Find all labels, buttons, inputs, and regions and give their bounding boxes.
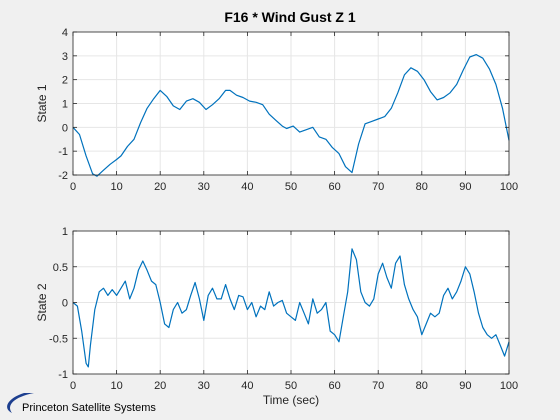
axes-bottom: 0 10 20 30 40 50 60 70 80 90 100 -1 -0.5 0 0.5 1 State 2… bbox=[35, 226, 518, 407]
x-tick-label: 30 bbox=[198, 380, 210, 392]
y-axis-label: State 1 bbox=[35, 84, 49, 122]
x-tick-label: 40 bbox=[241, 181, 253, 193]
chart-title: F16 * Wind Gust Z 1 bbox=[224, 9, 356, 25]
y-axis-label: State 2 bbox=[35, 283, 49, 321]
x-tick-label: 0 bbox=[70, 380, 76, 392]
y-tick-label: 2 bbox=[62, 75, 68, 87]
x-tick-label: 100 bbox=[500, 380, 518, 392]
x-tick-label: 80 bbox=[416, 181, 428, 193]
logo: Princeton Satellite Systems bbox=[7, 393, 156, 414]
y-tick-label: 3 bbox=[62, 51, 68, 63]
x-tick-label: 10 bbox=[110, 181, 122, 193]
logo-text: Princeton Satellite Systems bbox=[22, 402, 156, 414]
series-line-1 bbox=[72, 54, 510, 177]
y-tick-label: -0.5 bbox=[49, 333, 68, 345]
y-tick-label: -1 bbox=[58, 369, 68, 381]
x-tick-label: 70 bbox=[372, 380, 384, 392]
axes-top: 0 10 20 30 40 50 60 70 80 90 100 -2 -1 0 1 2 3 4 State 1 bbox=[35, 27, 518, 193]
x-tick-label: 20 bbox=[154, 181, 166, 193]
y-tick-label: 4 bbox=[62, 27, 68, 39]
x-axis-label: Time (sec) bbox=[263, 393, 319, 407]
x-tick-label: 20 bbox=[154, 380, 166, 392]
x-tick-label: 50 bbox=[285, 181, 297, 193]
x-tick-label: 60 bbox=[328, 380, 340, 392]
x-tick-label: 0 bbox=[70, 181, 76, 193]
x-tick-label: 70 bbox=[372, 181, 384, 193]
x-tick-label: 30 bbox=[198, 181, 210, 193]
logo-swoosh-icon bbox=[7, 393, 34, 413]
x-tick-label: 60 bbox=[328, 181, 340, 193]
x-tick-label: 10 bbox=[110, 380, 122, 392]
x-tick-label: 90 bbox=[459, 380, 471, 392]
x-tick-label: 50 bbox=[285, 380, 297, 392]
x-tick-label: 90 bbox=[459, 181, 471, 193]
series-line-1 bbox=[72, 248, 510, 368]
x-tick-label: 80 bbox=[416, 380, 428, 392]
y-tick-label: 0.5 bbox=[53, 262, 68, 274]
y-tick-label: 1 bbox=[62, 99, 68, 111]
x-tick-label: 40 bbox=[241, 380, 253, 392]
y-tick-label: 0 bbox=[62, 298, 68, 310]
y-tick-label: 1 bbox=[62, 226, 68, 238]
y-tick-label: 0 bbox=[62, 122, 68, 134]
x-tick-label: 100 bbox=[500, 181, 518, 193]
y-tick-label: -1 bbox=[58, 146, 68, 158]
y-tick-label: -2 bbox=[58, 170, 68, 182]
